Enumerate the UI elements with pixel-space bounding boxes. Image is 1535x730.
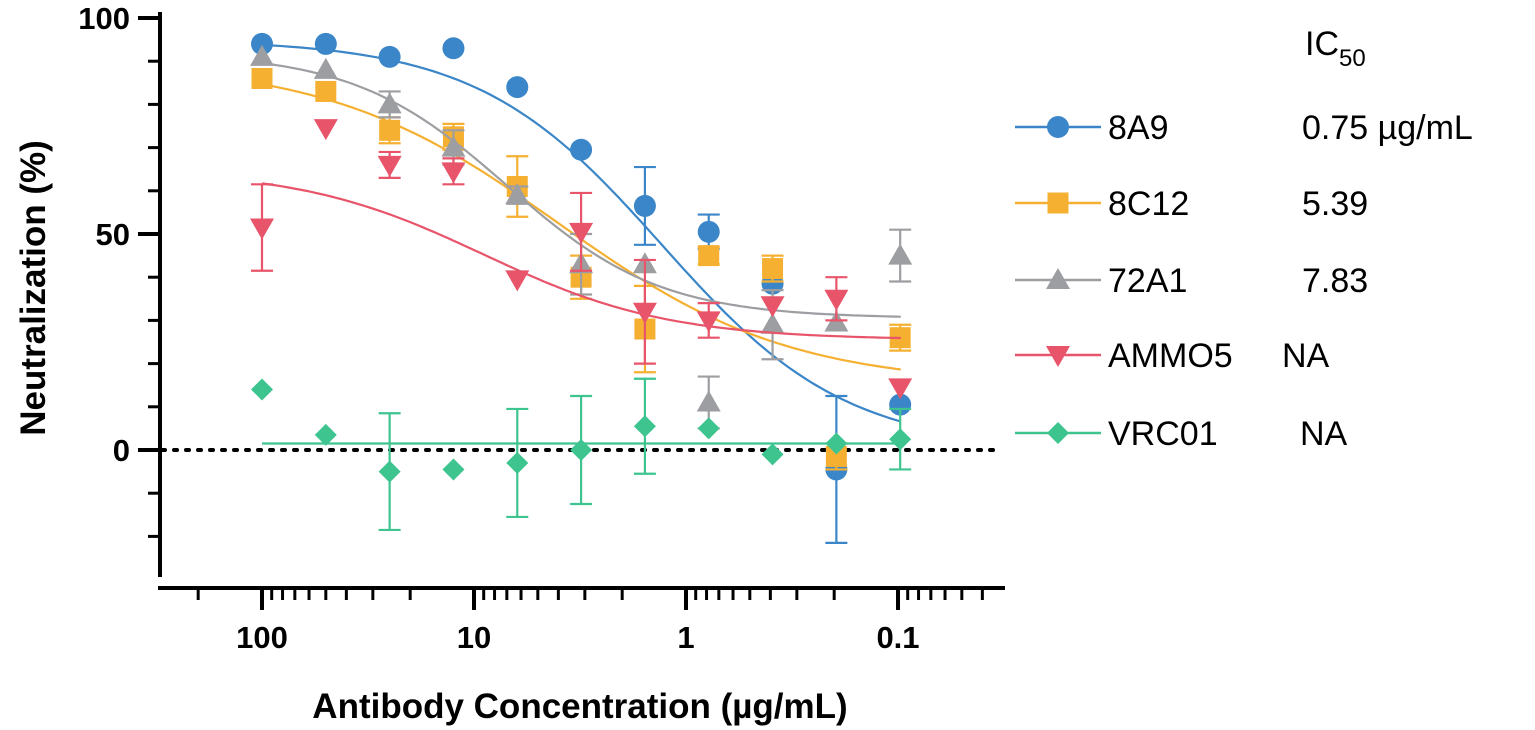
axes: 0 50 100 100 10 1 0.1 (78, 1, 1005, 655)
data-point (632, 302, 657, 324)
data-point (251, 378, 273, 401)
data-point (889, 428, 912, 451)
legend-ic50: NA (1300, 415, 1348, 453)
data-point (315, 80, 337, 102)
data-point (697, 220, 720, 243)
data-point (378, 45, 401, 68)
data-point (506, 451, 529, 474)
data-point (570, 439, 593, 461)
series-ammo5 (250, 119, 913, 400)
data-point (313, 57, 338, 79)
data-point (825, 432, 848, 455)
data-point (250, 44, 274, 66)
data-point (762, 258, 784, 280)
legend-label: 72A1 (1108, 262, 1187, 300)
fit-curve-ammo5 (261, 182, 901, 340)
data-point (377, 155, 402, 177)
series-vrc01 (251, 377, 912, 532)
data-point (698, 245, 720, 267)
legend-item-ammo5: AMMO5 NA (1015, 337, 1330, 375)
y-tick-label: 50 (96, 217, 130, 252)
data-point (313, 119, 338, 141)
data-point (888, 378, 913, 400)
legend-marker (1047, 116, 1069, 138)
legend-item-8a9: 8A9 0.75 µg/mL (1015, 109, 1473, 147)
x-tick-label: 1 (677, 620, 694, 655)
y-tick-label: 100 (78, 1, 130, 36)
data-point (761, 443, 784, 466)
legend-header: IC50 (1305, 25, 1366, 72)
legend-ic50: 5.39 (1302, 185, 1368, 223)
data-point (505, 183, 530, 205)
legend-label: 8A9 (1108, 109, 1169, 147)
legend-label: 8C12 (1108, 185, 1189, 223)
y-axis-title: Neutralization (%) (14, 140, 53, 436)
legend-marker (1046, 346, 1070, 367)
legend-ic50: 0.75 µg/mL (1302, 109, 1473, 147)
legend-label: VRC01 (1108, 415, 1218, 453)
data-point (570, 138, 593, 161)
data-point (888, 243, 913, 265)
data-point (442, 458, 465, 481)
data-point (314, 423, 337, 446)
data-point (825, 445, 847, 467)
data-point (696, 390, 721, 412)
data-point (251, 32, 273, 55)
data-point (314, 32, 337, 55)
data-point (697, 417, 720, 440)
x-tick-label: 10 (457, 620, 491, 655)
x-axis-title: Antibody Concentration (µg/mL) (312, 687, 847, 726)
legend: IC50 8A9 0.75 µg/mL 8C12 5.39 72A1 7.83 AMMO5 N… (1015, 25, 1473, 453)
data-point (760, 312, 785, 334)
legend-item-8c12: 8C12 5.39 (1015, 185, 1368, 223)
data-point (251, 67, 273, 89)
legend-marker (1047, 422, 1069, 444)
data-point (505, 270, 530, 292)
legend-item-vrc01: VRC01 NA (1015, 415, 1348, 453)
data-point (569, 222, 594, 244)
legend-marker (1047, 192, 1069, 214)
data-point (379, 119, 401, 141)
legend-label: AMMO5 (1108, 337, 1233, 375)
x-tick-label: 100 (236, 620, 288, 655)
legend-item-72a1: 72A1 7.83 (1015, 262, 1368, 300)
legend-header-main: IC (1305, 25, 1339, 63)
y-tick-label: 0 (113, 433, 130, 468)
data-point (378, 460, 401, 483)
data-point (441, 135, 466, 157)
legend-ic50: 7.83 (1302, 262, 1368, 300)
data-point (889, 393, 912, 416)
legend-header-sub: 50 (1339, 45, 1366, 72)
legend-ic50: NA (1282, 337, 1330, 375)
data-point (633, 194, 656, 217)
data-point (506, 76, 529, 99)
data-point (696, 311, 721, 333)
data-point (824, 289, 849, 311)
data-point (760, 296, 785, 318)
legend-marker (1046, 268, 1070, 289)
x-tick-label: 0.1 (876, 620, 919, 655)
data-point (442, 37, 465, 60)
plot-area (160, 32, 1002, 544)
data-point (250, 218, 274, 240)
data-point (633, 415, 656, 438)
data-point (377, 92, 402, 114)
data-point (441, 162, 466, 184)
